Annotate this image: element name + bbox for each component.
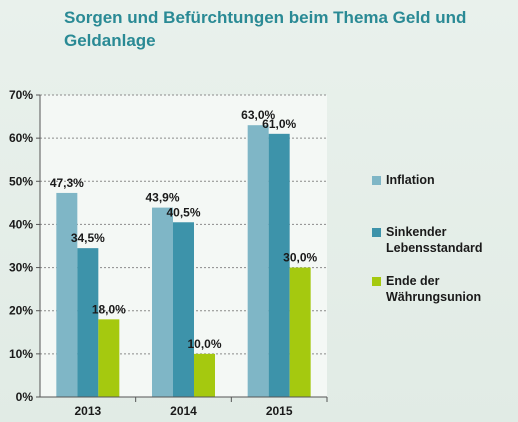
data-label: 43,9% bbox=[145, 191, 179, 205]
bar bbox=[77, 248, 99, 397]
bars bbox=[56, 125, 311, 398]
data-labels: 47,3% 34,5% 18,0% 43,9%40,5% 10,0% 63,0%61,0%… bbox=[50, 108, 318, 351]
data-label: 30,0% bbox=[283, 251, 317, 265]
data-label: 61,0% bbox=[262, 117, 296, 131]
bar bbox=[247, 125, 269, 397]
data-label: 40,5% bbox=[166, 205, 200, 219]
legend-label: Sinkender Lebensstandard bbox=[386, 225, 483, 255]
data-label: 10,0% bbox=[187, 337, 221, 351]
bar bbox=[56, 192, 78, 397]
bar bbox=[98, 319, 120, 397]
x-tick-label: 2015 bbox=[266, 404, 293, 418]
data-label: 63,0% bbox=[241, 108, 275, 122]
bar bbox=[289, 267, 311, 397]
y-tick-label: 50% bbox=[9, 174, 33, 188]
data-label: 34,5% bbox=[71, 231, 105, 245]
x-tick-label: 2013 bbox=[74, 404, 101, 418]
legend-label: Inflation bbox=[386, 173, 435, 187]
y-tick-label: 60% bbox=[9, 131, 33, 145]
bar bbox=[152, 207, 173, 397]
x-tick-label: 2014 bbox=[170, 404, 197, 418]
data-label: 47,3% bbox=[50, 176, 84, 190]
y-tick-label: 70% bbox=[9, 88, 33, 102]
y-tick-label: 0% bbox=[16, 390, 34, 404]
y-tick-label: 40% bbox=[9, 217, 33, 231]
y-tick-label: 10% bbox=[9, 347, 33, 361]
bar bbox=[194, 353, 215, 397]
y-tick-label: 20% bbox=[9, 304, 33, 318]
bar bbox=[268, 133, 290, 398]
bar bbox=[173, 222, 194, 397]
data-label: 18,0% bbox=[92, 302, 126, 316]
legend-swatch bbox=[372, 228, 381, 237]
legend-label: Ende der Währungsunion bbox=[386, 274, 482, 304]
y-tick-label: 30% bbox=[9, 261, 33, 275]
legend-swatch bbox=[372, 176, 381, 185]
axes: 0% 10% 20% 30% 40% 50% 60% 70% 2013 2014 2015 bbox=[9, 88, 328, 418]
legend-swatch bbox=[372, 277, 381, 286]
chart-title: Sorgen und Befürchtungen beim Thema Geld… bbox=[64, 8, 467, 50]
